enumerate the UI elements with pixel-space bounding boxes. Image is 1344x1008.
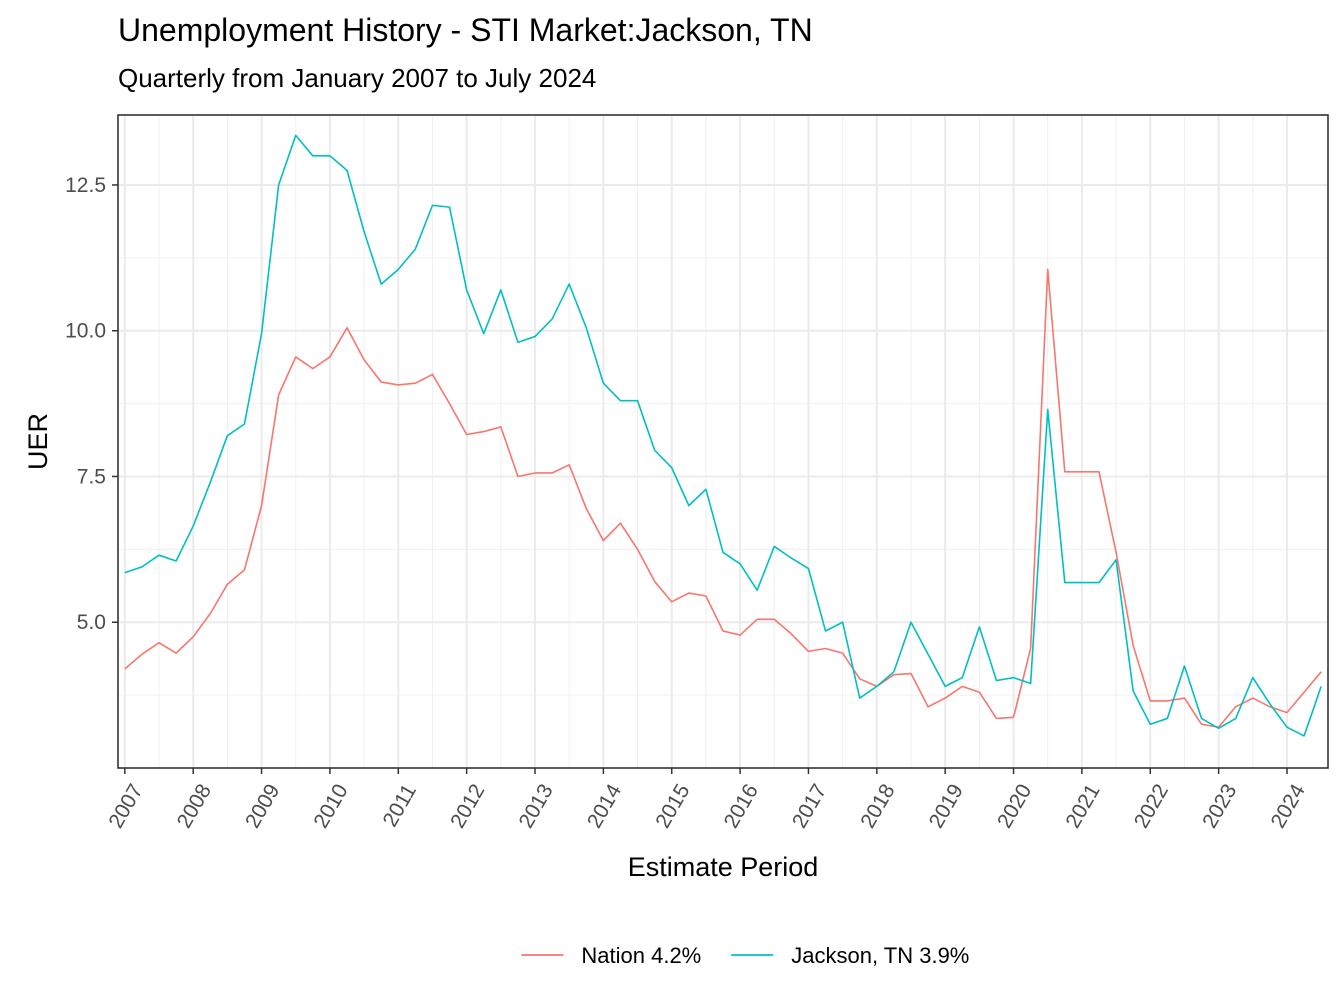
x-tick-label: 2013 xyxy=(515,780,558,832)
x-tick-label: 2007 xyxy=(104,780,147,832)
series-line-nation xyxy=(124,268,1322,728)
x-tick-label: 2009 xyxy=(241,780,284,832)
legend-label-nation: Nation 4.2% xyxy=(581,943,701,968)
minor-gridlines xyxy=(118,115,1328,768)
series-lines xyxy=(124,134,1322,737)
plot-panel-border xyxy=(117,114,1329,769)
series-line-jackson-tn xyxy=(124,134,1322,737)
chart-subtitle: Quarterly from January 2007 to July 2024 xyxy=(118,63,597,93)
x-tick-label: 2021 xyxy=(1061,780,1104,832)
y-axis: 5.0 7.5 10.0 12.5 xyxy=(65,174,118,634)
x-tick-label: 2023 xyxy=(1198,780,1241,832)
y-axis-title: UER xyxy=(23,413,53,470)
x-tick-label: 2019 xyxy=(925,780,968,832)
x-tick-label: 2014 xyxy=(583,780,626,832)
major-gridlines xyxy=(118,115,1328,768)
x-axis: 2007 2008 2009 2010 2011 2012 2013 2014 2015 2016… xyxy=(104,768,1310,832)
x-tick-label: 2010 xyxy=(309,780,352,832)
x-tick-label: 2020 xyxy=(993,780,1036,832)
x-tick-label: 2016 xyxy=(720,780,763,832)
y-tick-label: 7.5 xyxy=(77,465,106,488)
x-tick-label: 2008 xyxy=(173,780,216,832)
x-tick-label: 2012 xyxy=(446,780,489,832)
x-tick-label: 2015 xyxy=(651,780,694,832)
y-tick-label: 10.0 xyxy=(65,320,106,343)
x-tick-label: 2017 xyxy=(788,780,831,832)
x-tick-label: 2011 xyxy=(379,780,422,831)
chart-title: Unemployment History - STI Market:Jackso… xyxy=(118,12,813,48)
y-tick-label: 12.5 xyxy=(65,174,106,197)
y-tick-label: 5.0 xyxy=(77,611,106,634)
legend: Nation 4.2% Jackson, TN 3.9% xyxy=(521,943,969,968)
x-tick-label: 2022 xyxy=(1130,780,1173,832)
x-tick-label: 2018 xyxy=(856,780,899,832)
legend-label-jackson-tn: Jackson, TN 3.9% xyxy=(791,943,969,968)
x-tick-label: 2024 xyxy=(1267,780,1310,832)
x-axis-title: Estimate Period xyxy=(628,852,819,882)
